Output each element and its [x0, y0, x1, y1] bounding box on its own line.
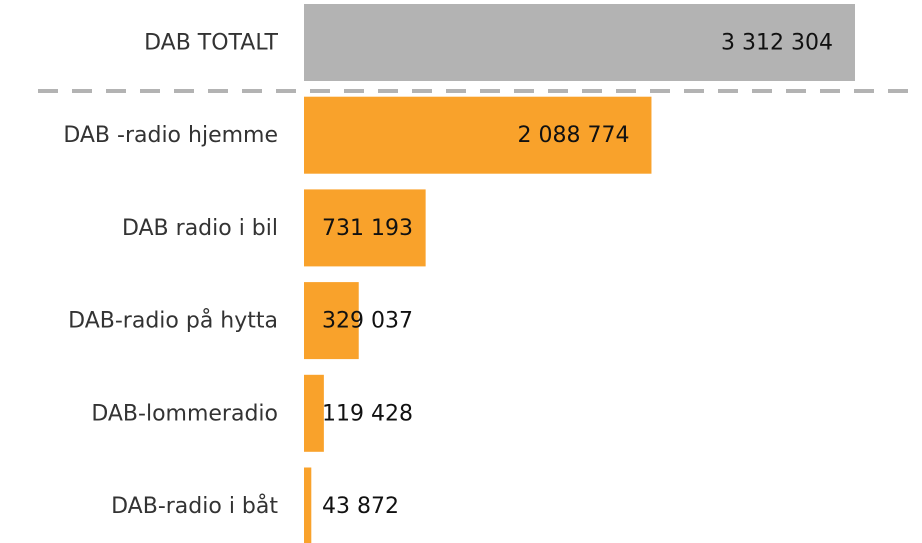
value-label: 3 312 304	[721, 31, 833, 56]
bar	[304, 282, 359, 360]
bar	[304, 4, 855, 81]
bar	[304, 467, 312, 543]
value-label: 2 088 774	[517, 123, 629, 148]
category-label: DAB-radio i båt	[111, 493, 278, 519]
category-label: DAB TOTALT	[144, 31, 278, 56]
category-label: DAB-radio på hytta	[68, 308, 278, 334]
value-label: 119 428	[322, 401, 413, 426]
category-label: DAB-lommeradio	[91, 401, 278, 426]
bar	[304, 374, 324, 452]
value-label: 43 872	[322, 494, 399, 519]
value-label: 329 037	[322, 309, 413, 334]
bar	[304, 189, 426, 267]
category-label: DAB radio i bil	[122, 216, 278, 241]
category-label: DAB -radio hjemme	[63, 123, 278, 148]
bar	[304, 96, 652, 174]
value-label: 731 193	[322, 216, 413, 241]
